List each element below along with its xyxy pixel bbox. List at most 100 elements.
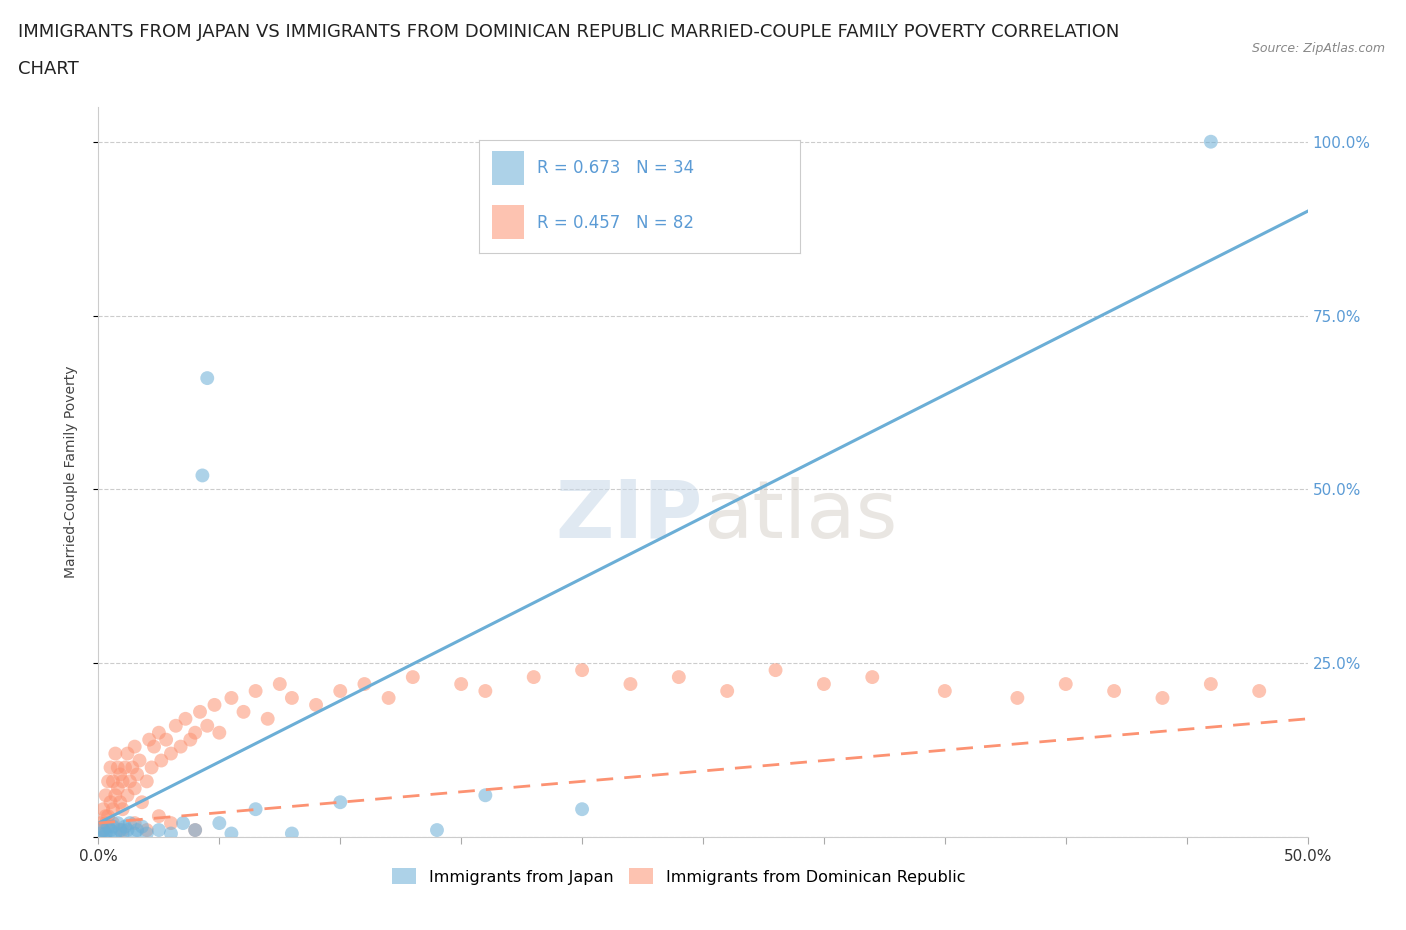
Point [256,711,278,726]
Point [97,774,120,789]
Point [100,823,122,838]
Point [148,809,170,824]
Point [90,816,112,830]
Point [571,663,593,678]
Point [305,698,328,712]
Point [148,725,170,740]
Point [353,677,375,692]
Point [135,774,157,789]
Point [934,684,956,698]
Point [169,739,191,754]
Point [91,802,114,817]
Point [107,760,129,775]
Text: Source: ZipAtlas.com: Source: ZipAtlas.com [1251,42,1385,55]
Point [1054,677,1077,692]
Point [1102,684,1125,698]
Point [111,826,134,841]
Point [813,677,835,692]
Point [450,677,472,692]
Point [100,795,122,810]
Point [127,823,149,838]
Point [111,802,134,817]
Point [124,826,146,841]
Point [402,670,425,684]
Point [117,746,139,761]
Point [127,767,149,782]
Point [1249,684,1271,698]
Point [94,788,117,803]
Point [104,826,127,841]
Text: CHART: CHART [18,60,79,78]
Point [124,739,146,754]
Point [165,718,187,733]
Point [155,732,177,747]
Point [101,816,124,830]
Point [118,816,141,830]
Point [426,823,449,838]
Point [131,819,153,834]
Point [188,704,211,719]
Text: atlas: atlas [703,477,897,555]
Point [94,809,117,824]
Point [281,826,304,841]
Point [118,774,141,789]
Point [114,819,136,834]
Point [94,816,117,830]
Point [90,826,112,841]
Point [329,795,352,810]
Point [221,690,243,705]
Point [148,823,170,838]
Point [245,684,267,698]
Y-axis label: Married-Couple Family Poverty: Married-Couple Family Poverty [63,365,77,578]
Point [191,468,214,483]
Point [143,739,166,754]
Text: ZIP: ZIP [555,477,703,555]
Point [269,677,291,692]
Point [716,684,738,698]
Point [135,823,157,838]
Point [208,816,231,830]
Point [117,823,139,838]
Point [160,826,183,841]
Point [232,704,254,719]
Point [107,816,129,830]
Point [1152,690,1174,705]
Point [765,663,787,678]
Point [668,670,690,684]
Point [208,725,231,740]
Legend: Immigrants from Japan, Immigrants from Dominican Republic: Immigrants from Japan, Immigrants from D… [385,862,972,891]
Point [195,718,218,733]
Point [101,774,124,789]
Point [474,788,496,803]
Point [124,816,146,830]
Point [108,823,131,838]
Point [174,711,197,726]
Point [135,826,157,841]
Point [204,698,226,712]
Point [104,746,127,761]
Point [97,819,120,834]
Point [619,677,641,692]
Point [184,823,207,838]
Point [160,746,183,761]
Point [121,760,143,775]
Point [111,823,134,838]
Point [184,823,207,838]
Point [91,823,114,838]
Point [141,760,163,775]
Point [91,823,114,838]
Point [281,690,304,705]
Point [195,371,218,386]
Point [100,760,122,775]
Point [117,788,139,803]
Point [128,753,150,768]
Point [221,826,243,841]
Point [97,809,120,824]
Point [377,690,399,705]
Point [94,826,117,841]
Point [114,760,136,775]
Point [150,753,173,768]
Point [1199,134,1222,149]
Point [124,781,146,796]
Point [571,802,593,817]
